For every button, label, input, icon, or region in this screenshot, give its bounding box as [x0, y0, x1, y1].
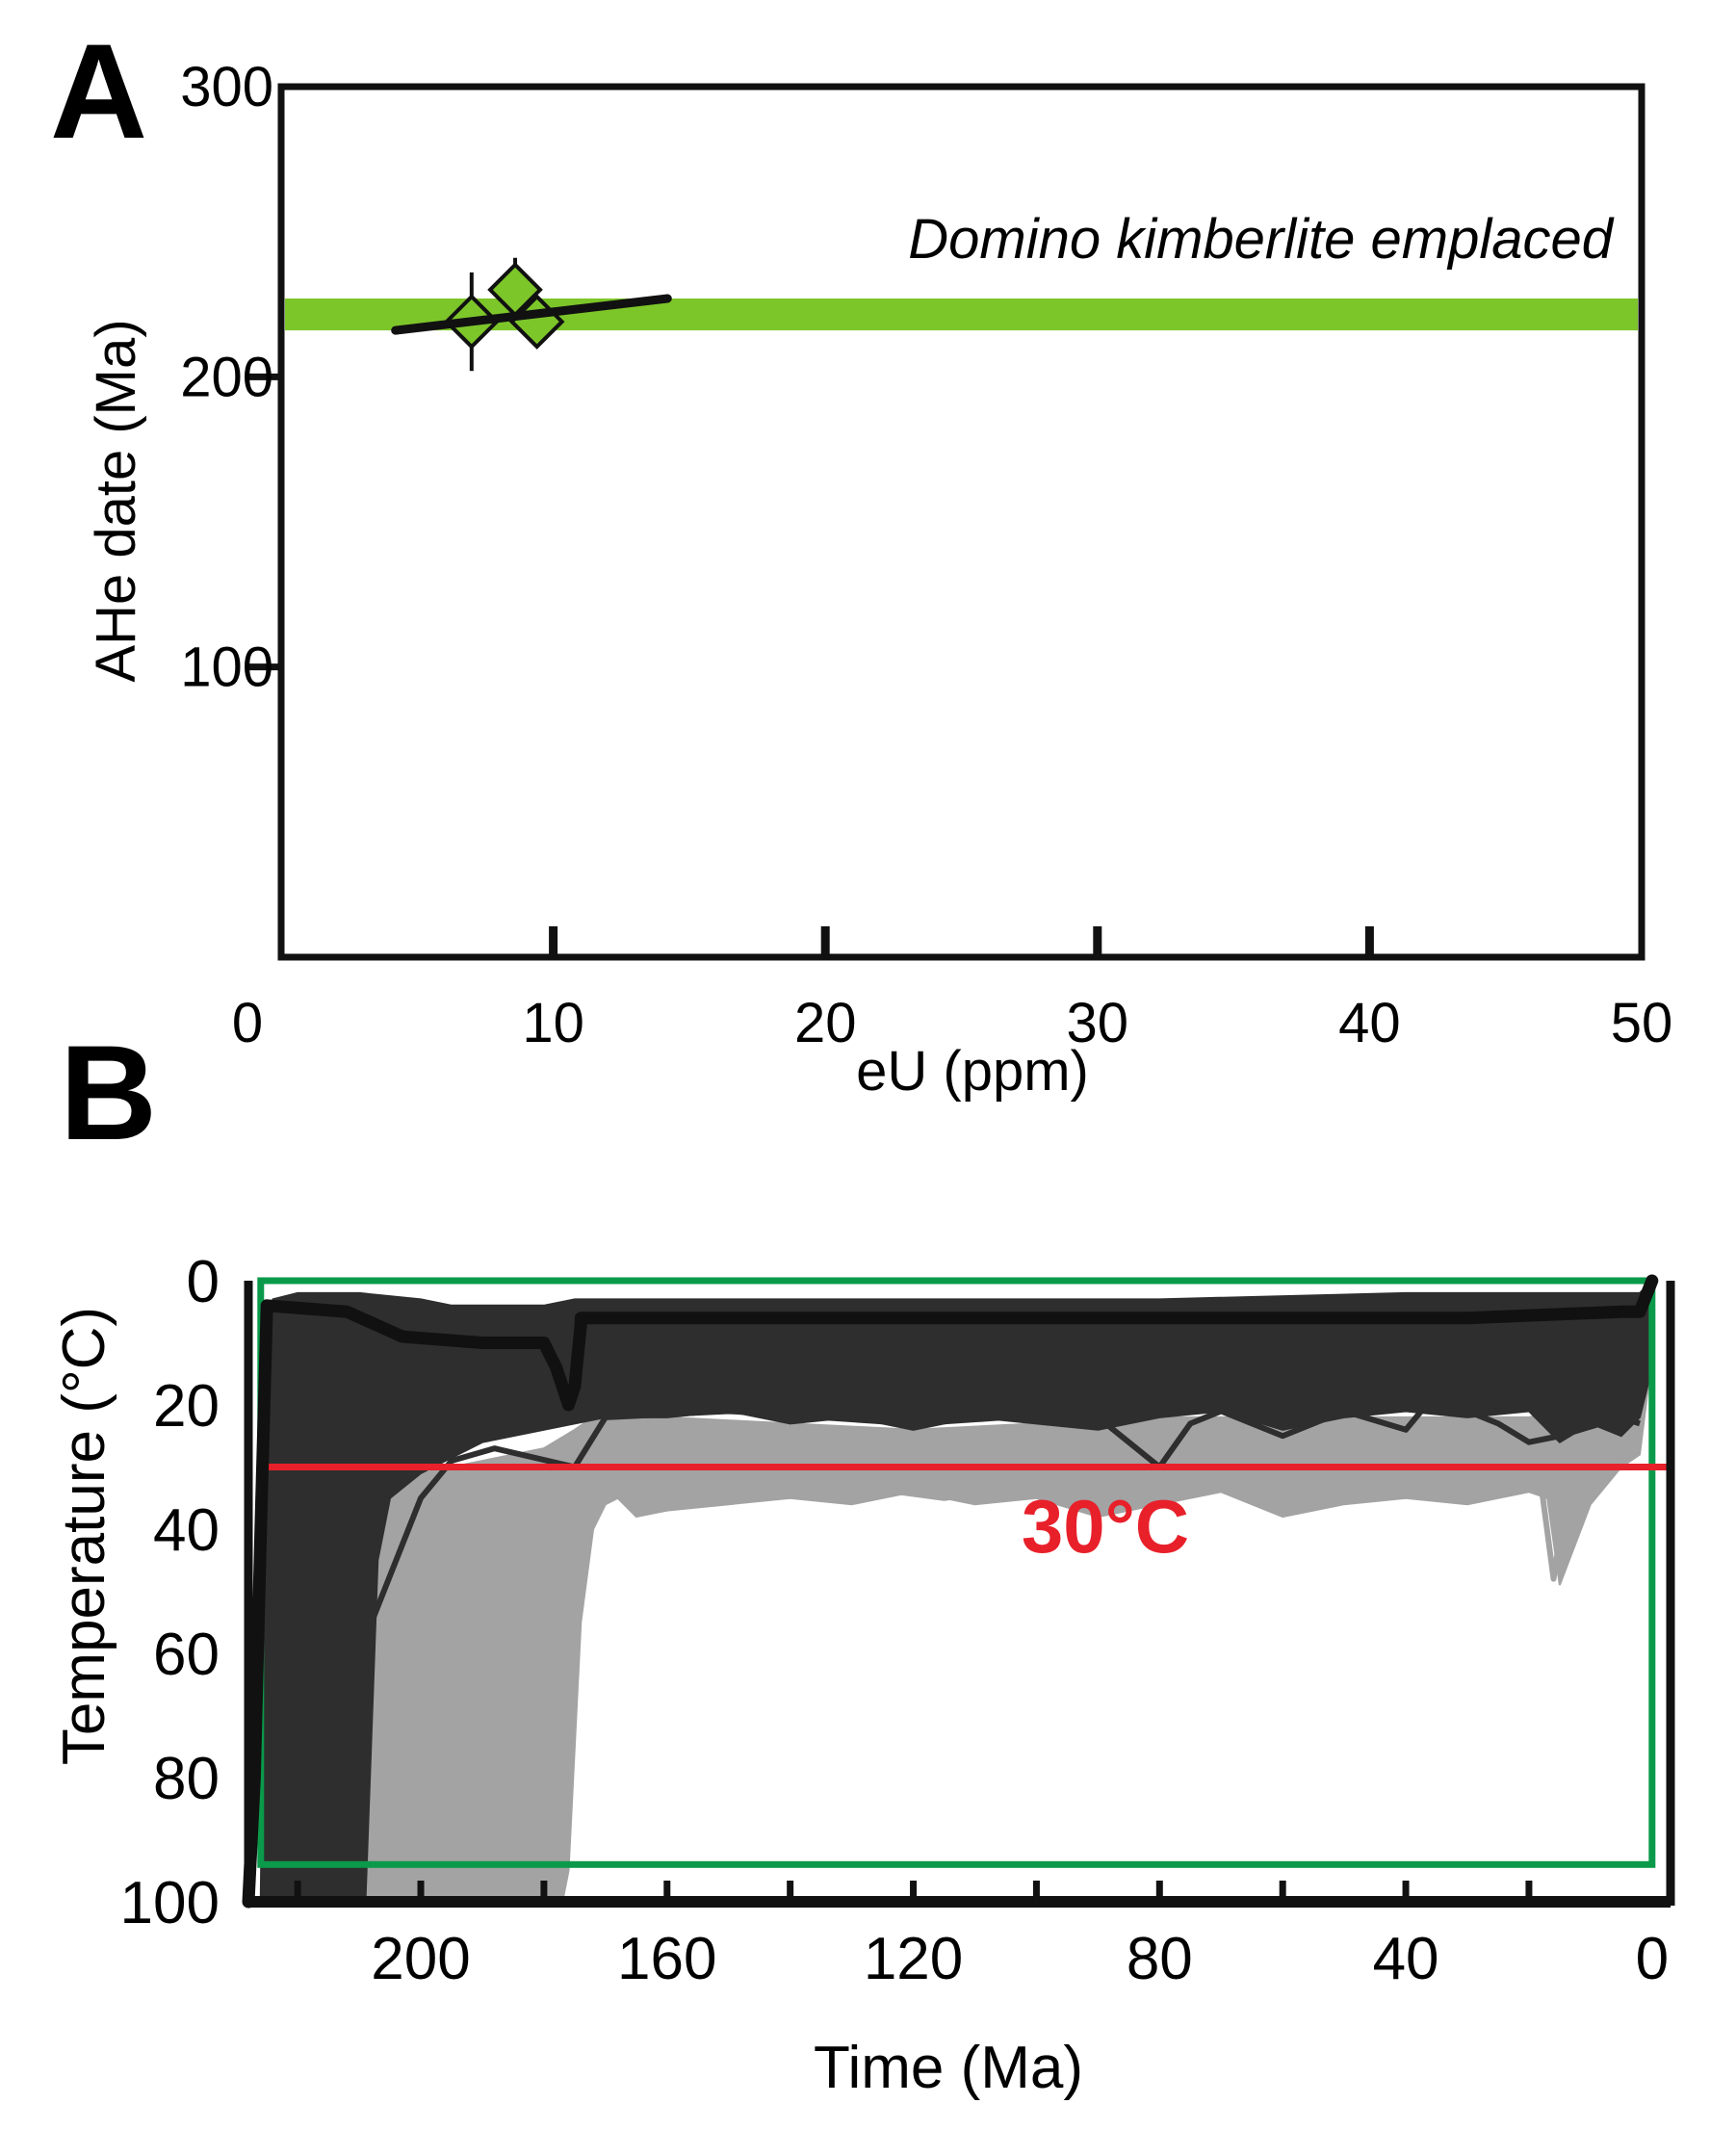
panel-a-x-axis: 0 10 20 30 40 50 — [232, 926, 1672, 1054]
x-tick-label: 40 — [1338, 992, 1401, 1054]
y-tick-label: 80 — [153, 1746, 220, 1812]
threshold-label: 30°C — [1022, 1484, 1189, 1569]
trend-line — [391, 294, 672, 335]
panel-b-y-axis-title: Temperature (°C) — [51, 1307, 117, 1765]
y-tick-label: 60 — [153, 1622, 220, 1688]
panel-b-chart: B 200 160 120 80 40 0 0 20 40 60 80 100 30°C Time … — [51, 1017, 1675, 2101]
panel-a-y-axis: 100 200 300 — [180, 56, 281, 699]
panel-a-letter: A — [50, 15, 147, 167]
y-tick-label: 20 — [153, 1373, 220, 1440]
acceptable-fit-envelope — [364, 1355, 1653, 1903]
y-tick-label: 300 — [180, 56, 273, 118]
y-tick-label: 40 — [153, 1497, 220, 1564]
panel-a-x-axis-title: eU (ppm) — [856, 1040, 1089, 1103]
good-fit-envelope — [248, 1278, 1653, 1903]
y-tick-label: 100 — [180, 636, 273, 699]
panel-b-letter: B — [60, 1017, 157, 1168]
sampled-path-light — [363, 1416, 1643, 1582]
y-tick-label: 200 — [180, 346, 273, 408]
panel-b-x-axis-title: Time (Ma) — [814, 2035, 1083, 2101]
x-tick-label: 160 — [617, 1926, 716, 1992]
panel-b-x-axis: 200 160 120 80 40 0 — [294, 1881, 1669, 1992]
x-tick-label: 0 — [232, 992, 263, 1054]
x-tick-label: 30 — [1067, 992, 1129, 1054]
panel-a-data-layer — [391, 257, 672, 372]
x-tick-label: 40 — [1373, 1926, 1439, 1992]
panel-a-plot-frame — [277, 83, 1645, 961]
emplacement-band-label: Domino kimberlite emplaced — [908, 208, 1614, 271]
x-tick-label: 10 — [522, 992, 584, 1054]
x-tick-label: 50 — [1611, 992, 1673, 1054]
x-tick-label: 200 — [371, 1926, 470, 1992]
panel-a-chart: A Domino kimberlite emplaced 0 10 20 30 40 50… — [50, 15, 1672, 1103]
panel-b-data-layer — [242, 1274, 1675, 1909]
panel-b-y-axis: 0 20 40 60 80 100 — [120, 1249, 220, 1936]
best-fit-path — [242, 1274, 1659, 1909]
x-tick-label: 0 — [1636, 1926, 1669, 1992]
y-tick-label: 0 — [187, 1249, 220, 1315]
x-tick-label: 120 — [864, 1926, 963, 1992]
panel-a-y-axis-title: AHe date (Ma) — [85, 319, 147, 682]
x-tick-label: 20 — [794, 992, 857, 1054]
x-tick-label: 80 — [1127, 1926, 1193, 1992]
y-tick-label: 100 — [120, 1870, 220, 1936]
